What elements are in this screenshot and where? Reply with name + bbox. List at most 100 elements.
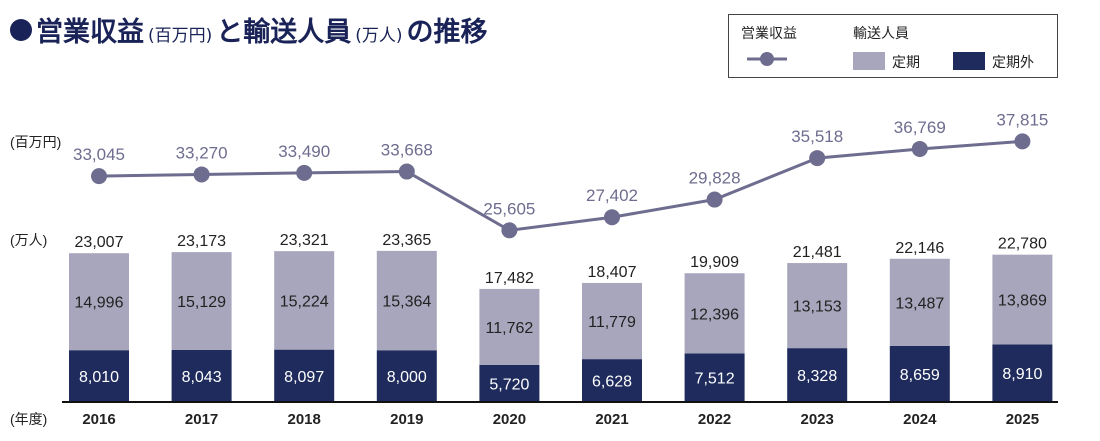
- revenue-label-2022: 29,828: [689, 169, 741, 188]
- label-commuter-2022: 12,396: [690, 306, 739, 323]
- title-passengers: と輸送人員: [216, 17, 352, 48]
- x-tick-2017: 2017: [185, 411, 218, 428]
- bar-commuter-2018: [274, 251, 335, 350]
- x-tick-2025: 2025: [1006, 411, 1039, 428]
- bar-commuter-2022: [684, 273, 745, 354]
- bar-commuter-2017: [171, 252, 232, 350]
- label-total-2022: 19,909: [690, 254, 739, 271]
- revenue-label-2017: 33,270: [176, 143, 228, 162]
- x-tick-2016: 2016: [82, 411, 115, 428]
- x-tick-2020: 2020: [493, 411, 526, 428]
- revenue-point-2021: [604, 209, 620, 226]
- revenue-label-2016: 33,045: [73, 145, 125, 164]
- label-total-2017: 23,173: [177, 233, 226, 250]
- label-commuter-2016: 14,996: [75, 295, 124, 312]
- label-non-commuter-2016: 8,010: [79, 369, 119, 386]
- bar-commuter-2024: [889, 258, 950, 346]
- legend-non-commuter-swatch: [953, 52, 985, 70]
- bar-commuter-2021: [582, 282, 642, 360]
- bar-non-commuter-2023: [787, 348, 848, 402]
- revenue-label-2025: 37,815: [996, 110, 1048, 129]
- label-non-commuter-2021: 6,628: [592, 374, 632, 391]
- bar-non-commuter-2016: [69, 350, 129, 402]
- bar-commuter-2016: [69, 253, 129, 351]
- revenue-unit-label: (百万円): [10, 134, 61, 150]
- passenger-unit-label: (万人): [10, 232, 47, 248]
- title-revenue-unit: (百万円): [148, 26, 213, 46]
- revenue-point-2018: [296, 164, 313, 181]
- bar-commuter-2020: [479, 288, 540, 366]
- legend-commuter-swatch: [853, 52, 885, 70]
- label-commuter-2021: 11,779: [588, 314, 636, 331]
- bar-non-commuter-2018: [274, 349, 335, 402]
- revenue-point-2019: [398, 163, 415, 180]
- revenue-label-2018: 33,490: [278, 142, 330, 161]
- revenue-line: [98, 139, 1023, 232]
- legend-passengers-label: 輸送人員: [853, 26, 909, 42]
- label-non-commuter-2018: 8,097: [284, 369, 324, 386]
- revenue-point-2024: [911, 140, 928, 157]
- x-tick-2024: 2024: [903, 411, 937, 428]
- revenue-point-2016: [91, 168, 107, 185]
- bar-non-commuter-2017: [171, 349, 232, 402]
- label-total-2016: 23,007: [75, 234, 124, 251]
- year-axis-label: (年度): [10, 411, 47, 427]
- label-total-2025: 22,780: [998, 236, 1047, 253]
- bar-non-commuter-2024: [889, 345, 950, 402]
- legend-revenue-label: 営業収益: [741, 26, 797, 42]
- revenue-point-2023: [809, 150, 826, 167]
- x-tick-2021: 2021: [595, 411, 628, 428]
- bar-commuter-2023: [787, 263, 848, 349]
- revenue-point-2022: [706, 191, 723, 208]
- legend-line-marker-icon: [747, 52, 787, 66]
- label-commuter-2018: 15,224: [280, 293, 329, 310]
- x-tick-2022: 2022: [698, 411, 731, 428]
- x-tick-2019: 2019: [390, 411, 423, 428]
- label-commuter-2025: 13,869: [998, 293, 1047, 310]
- bar-non-commuter-2019: [376, 350, 437, 402]
- label-non-commuter-2020: 5,720: [489, 377, 529, 394]
- label-total-2023: 21,481: [793, 244, 842, 261]
- legend-commuter-label: 定期: [892, 55, 920, 71]
- bar-non-commuter-2025: [992, 344, 1053, 402]
- bar-non-commuter-2022: [684, 353, 745, 402]
- legend-non-commuter-label: 定期外: [992, 55, 1034, 71]
- revenue-label-2019: 33,668: [381, 141, 433, 160]
- title-bullet-icon: [10, 18, 32, 41]
- label-non-commuter-2022: 7,512: [695, 371, 735, 388]
- label-total-2021: 18,407: [588, 264, 637, 281]
- bar-non-commuter-2020: [479, 365, 540, 402]
- title-passengers-unit: (万人): [355, 26, 403, 46]
- bar-commuter-2025: [992, 254, 1053, 345]
- bar-commuter-2019: [376, 250, 437, 351]
- x-tick-2018: 2018: [288, 411, 321, 428]
- label-non-commuter-2019: 8,000: [387, 369, 427, 386]
- label-non-commuter-2023: 8,328: [797, 368, 837, 385]
- label-total-2019: 23,365: [382, 232, 431, 249]
- label-non-commuter-2017: 8,043: [182, 369, 222, 386]
- revenue-label-2020: 25,605: [483, 199, 535, 218]
- revenue-point-2017: [193, 166, 210, 183]
- label-commuter-2020: 11,762: [486, 320, 534, 337]
- label-non-commuter-2025: 8,910: [1002, 366, 1042, 383]
- title-suffix: の推移: [406, 17, 488, 48]
- label-non-commuter-2024: 8,659: [900, 367, 940, 384]
- title-revenue: 営業収益: [36, 17, 144, 48]
- bar-non-commuter-2021: [582, 359, 642, 402]
- label-commuter-2019: 15,364: [382, 294, 431, 311]
- label-total-2024: 22,146: [895, 240, 944, 257]
- revenue-label-2024: 36,769: [894, 118, 946, 137]
- revenue-point-2025: [1014, 133, 1031, 150]
- revenue-label-2021: 27,402: [586, 186, 638, 205]
- label-total-2018: 23,321: [280, 232, 329, 249]
- revenue-label-2023: 35,518: [791, 127, 843, 146]
- x-tick-2023: 2023: [801, 411, 834, 428]
- label-commuter-2024: 13,487: [895, 295, 944, 312]
- revenue-point-2020: [501, 222, 518, 239]
- label-commuter-2017: 15,129: [177, 294, 226, 311]
- label-commuter-2023: 13,153: [793, 299, 842, 316]
- chart-title: 営業収益 (百万円) と輸送人員 (万人) の推移: [10, 10, 488, 49]
- chart-legend: 営業収益 輸送人員 定期 定期外: [728, 14, 1058, 78]
- label-total-2020: 17,482: [485, 270, 534, 287]
